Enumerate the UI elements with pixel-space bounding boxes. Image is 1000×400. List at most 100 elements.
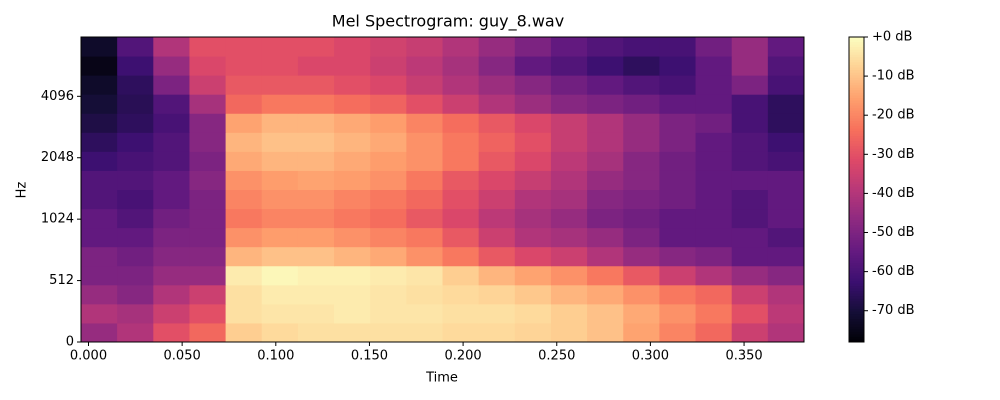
heatmap-cell bbox=[261, 56, 299, 76]
heatmap-cell bbox=[514, 132, 552, 152]
heatmap-cell bbox=[587, 246, 624, 267]
heatmap-cell bbox=[695, 75, 733, 95]
heatmap-cell bbox=[623, 113, 660, 133]
y-tick-label: 512 bbox=[49, 273, 74, 288]
heatmap-cell bbox=[261, 284, 299, 305]
heatmap-cell bbox=[731, 94, 769, 114]
heatmap-cell bbox=[514, 56, 552, 76]
heatmap-cell bbox=[623, 265, 660, 286]
heatmap-cell bbox=[659, 227, 697, 248]
heatmap-cell bbox=[731, 303, 769, 324]
colorbar-swatch bbox=[849, 62, 864, 66]
colorbar-swatch bbox=[849, 103, 864, 107]
heatmap-cell bbox=[659, 265, 697, 286]
colorbar-swatch bbox=[849, 113, 864, 117]
heatmap-cell bbox=[731, 37, 769, 57]
colorbar-swatch bbox=[849, 214, 864, 218]
heatmap-cell bbox=[514, 246, 552, 267]
heatmap-cell bbox=[731, 227, 769, 248]
heatmap-cell bbox=[261, 113, 299, 133]
heatmap-cell bbox=[81, 75, 118, 95]
heatmap-cell bbox=[587, 56, 624, 76]
heatmap-cell bbox=[81, 208, 118, 229]
heatmap-cell bbox=[297, 322, 335, 343]
colorbar-swatch bbox=[849, 314, 864, 318]
colorbar-swatch bbox=[849, 321, 864, 325]
colorbar-swatch bbox=[849, 316, 864, 320]
heatmap-cell bbox=[225, 284, 263, 305]
heatmap-cell bbox=[189, 56, 227, 76]
heatmap-cell bbox=[406, 75, 443, 95]
colorbar-swatch bbox=[849, 296, 864, 300]
heatmap-cell bbox=[623, 75, 660, 95]
y-tick-label: 2048 bbox=[41, 150, 74, 165]
heatmap-cell bbox=[695, 132, 733, 152]
colorbar-swatch bbox=[849, 82, 864, 86]
colorbar-swatch bbox=[849, 253, 864, 257]
heatmap-cell bbox=[550, 56, 588, 76]
colorbar-swatch bbox=[849, 59, 864, 63]
heatmap-cell bbox=[478, 132, 516, 152]
heatmap-cell bbox=[695, 151, 733, 171]
heatmap-cell bbox=[731, 208, 769, 229]
heatmap-cell bbox=[225, 94, 263, 114]
colorbar-swatch bbox=[849, 258, 864, 262]
heatmap-cell bbox=[225, 227, 263, 248]
colorbar-swatch bbox=[849, 197, 864, 201]
heatmap-cell bbox=[442, 56, 480, 76]
heatmap-cell bbox=[731, 56, 769, 76]
heatmap-cell bbox=[659, 189, 697, 210]
heatmap-cell bbox=[117, 132, 154, 152]
heatmap-cell bbox=[406, 113, 443, 133]
colorbar-swatch bbox=[849, 311, 864, 315]
heatmap-cell bbox=[478, 151, 516, 171]
colorbar-swatch bbox=[849, 151, 864, 155]
heatmap-cell bbox=[623, 170, 660, 190]
heatmap-cell bbox=[225, 322, 263, 343]
colorbar-swatch bbox=[849, 319, 864, 323]
heatmap-cell bbox=[334, 284, 371, 305]
heatmap-cell bbox=[478, 265, 516, 286]
heatmap-cell bbox=[81, 284, 118, 305]
heatmap-cell bbox=[478, 284, 516, 305]
colorbar-swatch bbox=[849, 95, 864, 99]
colorbar-swatch bbox=[849, 105, 864, 109]
heatmap-cell bbox=[587, 284, 624, 305]
colorbar-swatch bbox=[849, 92, 864, 96]
heatmap-cell bbox=[334, 189, 371, 210]
heatmap-cell bbox=[189, 303, 227, 324]
heatmap-cell bbox=[81, 170, 118, 190]
heatmap-cell bbox=[370, 132, 407, 152]
colorbar-swatch bbox=[849, 270, 864, 274]
heatmap-cell bbox=[225, 265, 263, 286]
heatmap-cell bbox=[261, 227, 299, 248]
colorbar-swatch bbox=[849, 181, 864, 185]
colorbar-swatch bbox=[849, 110, 864, 114]
colorbar-frame bbox=[848, 36, 865, 343]
heatmap-cell bbox=[406, 227, 443, 248]
heatmap-cell bbox=[81, 151, 118, 171]
heatmap-cell bbox=[623, 208, 660, 229]
heatmap-cell bbox=[550, 265, 588, 286]
heatmap-cell bbox=[117, 284, 154, 305]
heatmap-cell bbox=[514, 170, 552, 190]
heatmap-cell bbox=[587, 303, 624, 324]
colorbar-swatch bbox=[849, 166, 864, 170]
colorbar-swatch bbox=[849, 207, 864, 211]
heatmap-cell bbox=[153, 151, 190, 171]
heatmap-cell bbox=[297, 37, 335, 57]
heatmap-cell bbox=[334, 75, 371, 95]
heatmap-cell bbox=[478, 303, 516, 324]
heatmap-cell bbox=[297, 94, 335, 114]
colorbar-swatch bbox=[849, 245, 864, 249]
colorbar-swatch bbox=[849, 77, 864, 81]
heatmap-cell bbox=[514, 75, 552, 95]
heatmap-cell bbox=[731, 265, 769, 286]
colorbar-swatch bbox=[849, 308, 864, 312]
colorbar-swatch bbox=[849, 133, 864, 137]
heatmap-cell bbox=[261, 322, 299, 343]
colorbar-swatch bbox=[849, 67, 864, 71]
colorbar-swatch bbox=[849, 298, 864, 302]
heatmap-cell bbox=[442, 189, 480, 210]
